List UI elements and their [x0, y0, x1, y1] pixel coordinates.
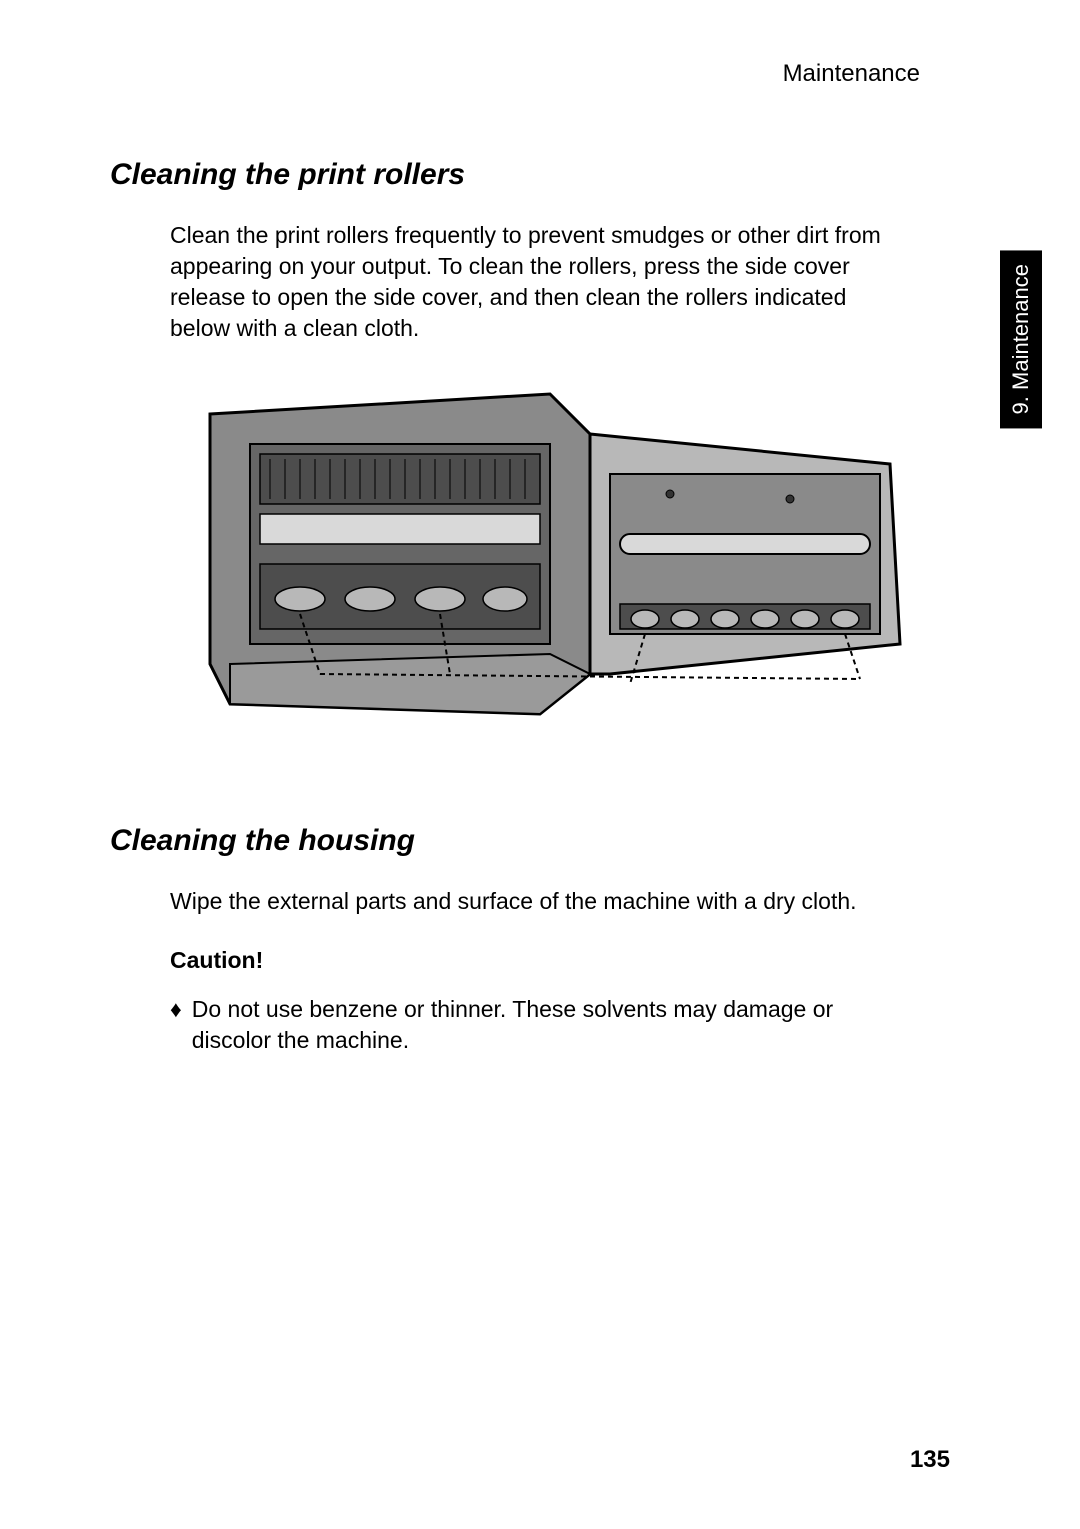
running-header: Maintenance	[110, 60, 960, 88]
printer-rollers-illustration	[190, 374, 960, 734]
section-heading-housing: Cleaning the housing	[110, 824, 960, 858]
manual-page: Maintenance 9. Maintenance Cleaning the …	[0, 0, 1080, 1529]
chapter-tab: 9. Maintenance	[1000, 250, 1042, 428]
caution-bullet-text: Do not use benzene or thinner. These sol…	[192, 994, 910, 1056]
caution-label: Caution!	[170, 947, 960, 974]
section1-body: Clean the print rollers frequently to pr…	[170, 220, 960, 344]
caution-bullet: ♦ Do not use benzene or thinner. These s…	[170, 994, 960, 1056]
section-heading-rollers: Cleaning the print rollers	[110, 158, 960, 192]
section2-body: Wipe the external parts and surface of t…	[170, 886, 960, 917]
section-housing: Cleaning the housing Wipe the external p…	[110, 824, 960, 1056]
diamond-bullet-icon: ♦	[170, 994, 182, 1056]
page-number: 135	[910, 1446, 950, 1474]
